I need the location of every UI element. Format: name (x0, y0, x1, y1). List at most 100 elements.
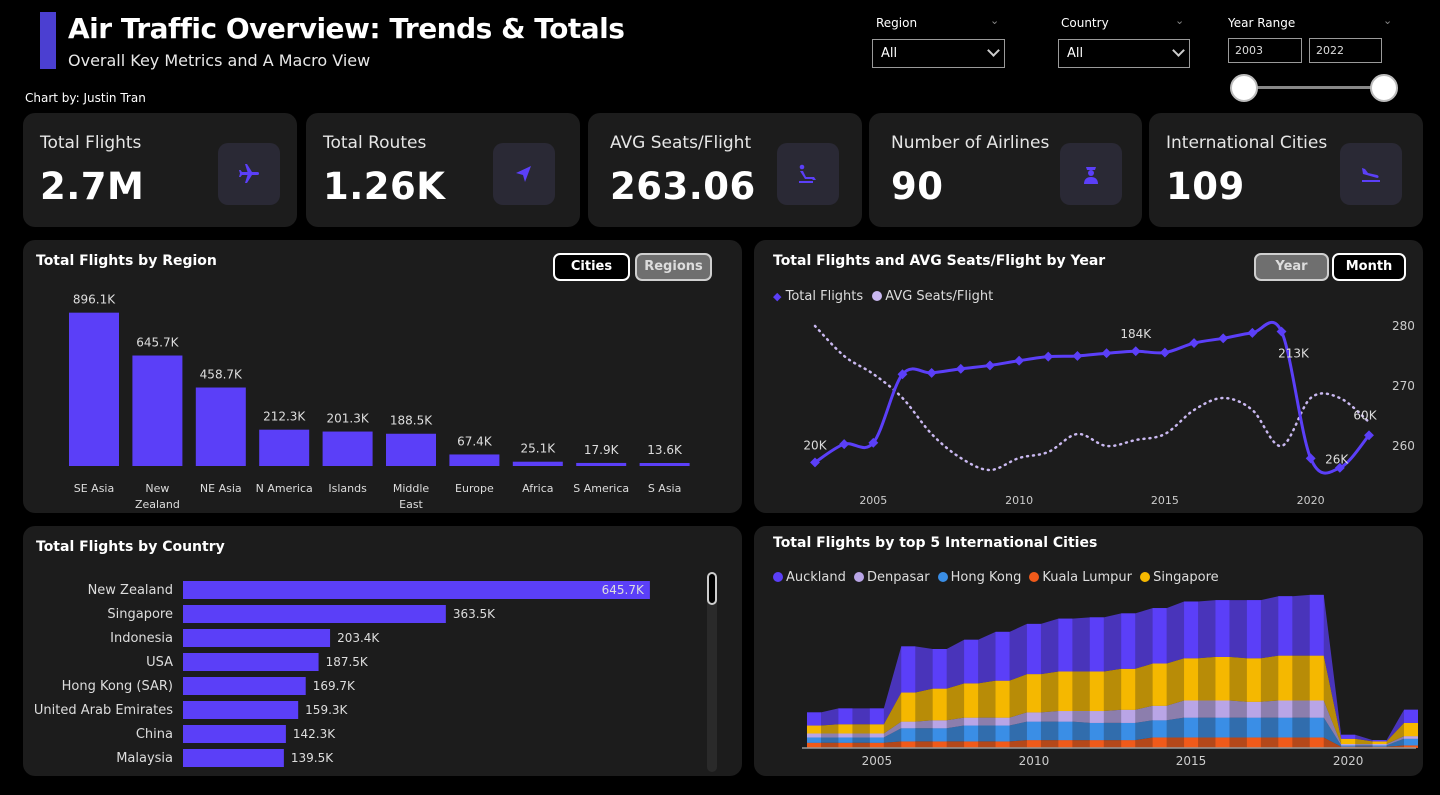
area-segment[interactable] (901, 728, 916, 742)
area-segment[interactable] (1404, 745, 1418, 748)
area-segment[interactable] (838, 737, 853, 743)
area-segment[interactable] (1184, 700, 1199, 718)
area-segment[interactable] (1341, 745, 1356, 747)
year-from-input[interactable]: 2003 (1228, 38, 1302, 63)
area-segment[interactable] (995, 741, 1010, 748)
area-segment[interactable] (964, 683, 979, 718)
bar[interactable] (386, 433, 436, 466)
scrollbar-track[interactable] (707, 572, 717, 772)
area-segment[interactable] (1309, 737, 1324, 748)
area-segment[interactable] (1058, 671, 1073, 712)
area-segment[interactable] (1089, 711, 1104, 723)
chevron-down-icon[interactable]: ⌄ (990, 14, 1000, 27)
area-series[interactable] (807, 717, 1418, 747)
area-segment[interactable] (1152, 737, 1167, 748)
legend-item[interactable]: Denpasar (853, 570, 930, 585)
bar[interactable] (69, 312, 119, 466)
area-segment[interactable] (1026, 740, 1041, 748)
area-segment[interactable] (1026, 674, 1041, 713)
area-segment[interactable] (838, 733, 853, 738)
area-segment[interactable] (1184, 717, 1199, 738)
area-segment[interactable] (964, 725, 979, 742)
data-point[interactable] (926, 367, 937, 378)
chevron-down-icon[interactable]: ⌄ (1175, 14, 1185, 27)
area-segment[interactable] (1309, 655, 1324, 701)
legend-item[interactable]: ◆ Total Flights (773, 289, 863, 304)
area-segment[interactable] (995, 631, 1010, 681)
area-segment[interactable] (995, 680, 1010, 718)
area-segment[interactable] (869, 737, 884, 743)
area-segment[interactable] (1278, 700, 1293, 718)
area-segment[interactable] (807, 742, 821, 748)
area-segment[interactable] (901, 721, 916, 729)
area-segment[interactable] (1246, 658, 1261, 702)
area-segment[interactable] (1309, 717, 1324, 738)
data-point[interactable] (1072, 350, 1083, 361)
bar[interactable] (195, 387, 246, 466)
area-segment[interactable] (807, 712, 821, 726)
area-segment[interactable] (1309, 594, 1324, 656)
data-point[interactable] (1043, 351, 1054, 362)
bar[interactable] (449, 454, 500, 466)
area-segment[interactable] (1184, 601, 1199, 659)
area-segment[interactable] (1089, 722, 1104, 741)
area-segment[interactable] (932, 649, 947, 689)
scrollbar-thumb[interactable] (707, 572, 717, 605)
area-segment[interactable] (1089, 671, 1104, 712)
area-segment[interactable] (807, 733, 821, 738)
area-segment[interactable] (1121, 668, 1136, 710)
data-point[interactable] (1189, 338, 1200, 349)
bar[interactable] (183, 581, 650, 599)
area-segment[interactable] (1341, 738, 1356, 745)
area-segment[interactable] (964, 639, 979, 684)
area-segment[interactable] (1215, 737, 1230, 748)
area-segment[interactable] (932, 720, 947, 729)
bar[interactable] (576, 462, 627, 466)
data-point[interactable] (955, 363, 966, 374)
data-point[interactable] (1101, 348, 1112, 359)
area-segment[interactable] (1372, 740, 1387, 742)
area-segment[interactable] (869, 724, 884, 734)
area-segment[interactable] (964, 741, 979, 748)
area-segment[interactable] (1058, 740, 1073, 748)
area-segment[interactable] (869, 733, 884, 738)
data-point[interactable] (868, 437, 879, 448)
chevron-down-icon[interactable]: ⌄ (1383, 14, 1393, 27)
data-point[interactable] (1364, 430, 1374, 441)
area-segment[interactable] (1246, 701, 1261, 718)
area-segment[interactable] (1152, 705, 1167, 721)
bar[interactable] (183, 629, 331, 647)
legend-item[interactable]: Singapore (1140, 570, 1219, 585)
area-segment[interactable] (932, 741, 947, 748)
area-segment[interactable] (1404, 736, 1418, 739)
area-segment[interactable] (995, 725, 1010, 742)
area-segment[interactable] (1215, 600, 1230, 657)
area-series[interactable] (807, 594, 1418, 742)
area-segment[interactable] (1058, 618, 1073, 672)
area-segment[interactable] (1058, 721, 1073, 741)
area-segment[interactable] (1121, 613, 1136, 669)
toggle-regions-button[interactable]: Regions (635, 253, 712, 281)
year-range-slider-track[interactable] (1244, 86, 1384, 89)
area-segment[interactable] (1278, 655, 1293, 701)
area-segment[interactable] (964, 717, 979, 726)
area-series[interactable] (807, 700, 1418, 746)
area-segment[interactable] (1152, 608, 1167, 664)
bar[interactable] (183, 605, 446, 623)
area-segment[interactable] (1341, 744, 1356, 746)
bar[interactable] (512, 461, 563, 466)
area-segment[interactable] (1404, 738, 1418, 746)
area-segment[interactable] (1215, 717, 1230, 738)
area-segment[interactable] (1026, 721, 1041, 741)
data-point[interactable] (810, 457, 820, 468)
area-segment[interactable] (1184, 658, 1199, 701)
total-flights-line[interactable] (814, 320, 1371, 475)
year-to-input[interactable]: 2022 (1309, 38, 1382, 63)
area-segment[interactable] (807, 725, 821, 734)
area-segment[interactable] (1246, 737, 1261, 748)
bar[interactable] (132, 355, 183, 466)
area-segment[interactable] (1246, 600, 1261, 659)
area-segment[interactable] (1121, 709, 1136, 723)
legend-item[interactable]: Auckland (773, 570, 846, 585)
area-segment[interactable] (869, 742, 884, 748)
